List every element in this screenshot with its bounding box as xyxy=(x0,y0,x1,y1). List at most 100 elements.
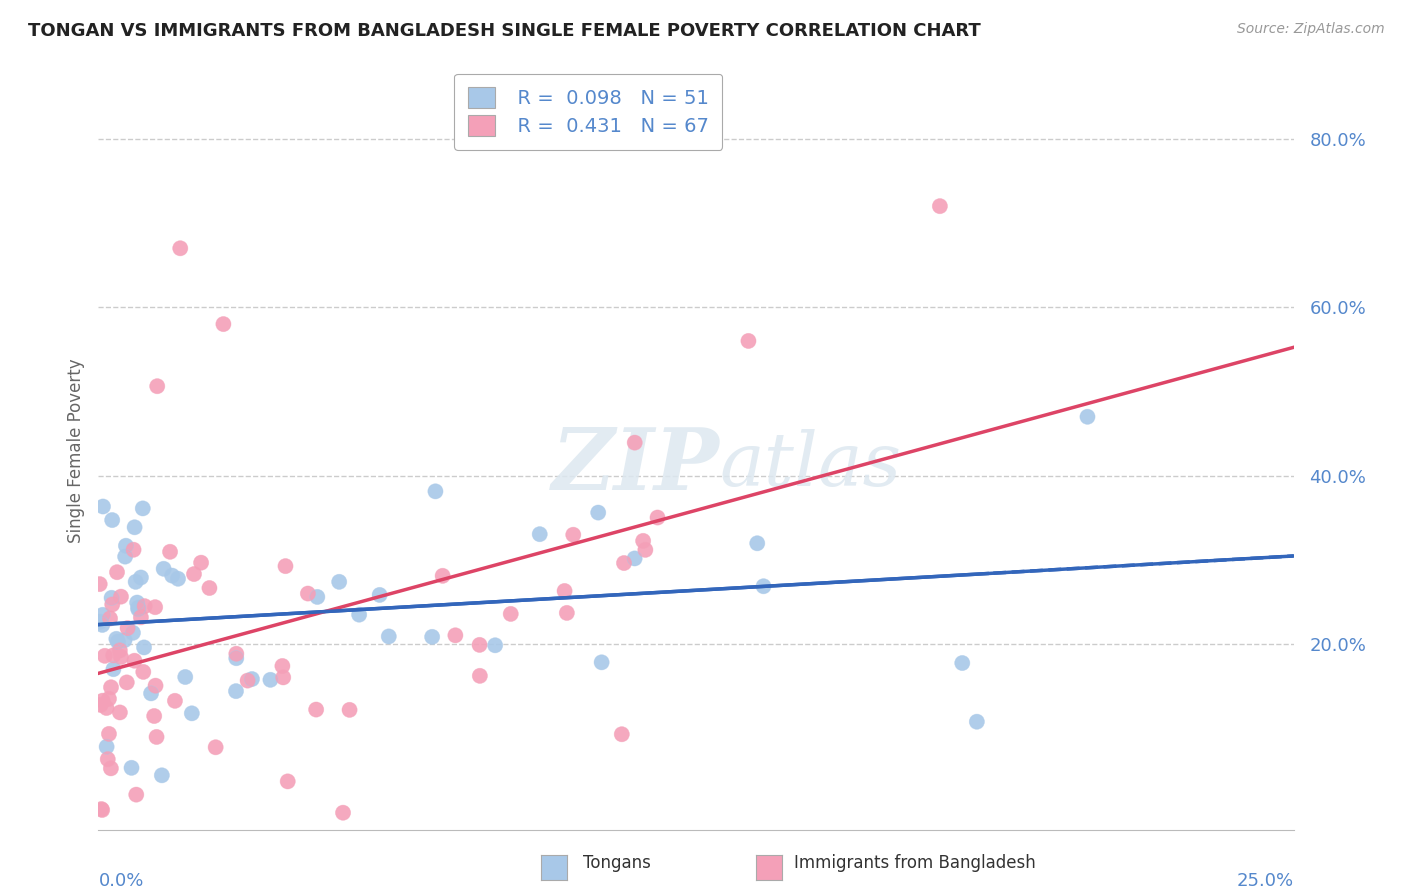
Point xyxy=(484,638,506,652)
Point xyxy=(634,542,657,557)
Point xyxy=(562,527,585,541)
Point xyxy=(122,542,145,557)
Text: TONGAN VS IMMIGRANTS FROM BANGLADESH SINGLE FEMALE POVERTY CORRELATION CHART: TONGAN VS IMMIGRANTS FROM BANGLADESH SIN… xyxy=(28,22,981,40)
Point xyxy=(347,607,370,622)
Point xyxy=(91,618,114,632)
Point xyxy=(610,727,633,741)
Point xyxy=(134,599,156,614)
Point xyxy=(468,669,491,683)
Point xyxy=(562,527,585,541)
Point xyxy=(198,581,221,595)
Point xyxy=(347,607,370,622)
Point xyxy=(91,694,114,708)
Point xyxy=(97,727,120,741)
Point xyxy=(100,680,122,694)
Point xyxy=(225,684,247,698)
Point xyxy=(212,317,235,331)
Point xyxy=(124,574,146,589)
Text: 25.0%: 25.0% xyxy=(1236,871,1294,889)
Point xyxy=(129,570,152,584)
Point xyxy=(752,579,775,593)
Point xyxy=(129,610,152,624)
Point xyxy=(89,615,111,629)
Point xyxy=(139,686,162,700)
Text: ZIP: ZIP xyxy=(553,424,720,508)
Point xyxy=(103,648,125,663)
Point xyxy=(115,675,138,690)
Point xyxy=(115,675,138,690)
Point xyxy=(212,317,235,331)
Point xyxy=(950,656,973,670)
Point xyxy=(127,596,149,610)
Point xyxy=(132,665,155,679)
Point xyxy=(420,630,443,644)
Point xyxy=(183,567,205,582)
Point xyxy=(928,199,950,213)
Point xyxy=(277,774,299,789)
Point xyxy=(115,539,138,553)
Point xyxy=(305,702,328,716)
Point xyxy=(180,706,202,721)
Point xyxy=(108,643,131,657)
Point xyxy=(101,598,124,612)
Point xyxy=(623,435,645,450)
Point xyxy=(107,634,129,648)
Point xyxy=(146,379,169,393)
Point xyxy=(91,607,114,622)
Point xyxy=(96,701,118,715)
Point xyxy=(145,679,167,693)
Point xyxy=(586,506,609,520)
Point xyxy=(499,607,522,621)
Point xyxy=(174,670,197,684)
Point xyxy=(152,562,174,576)
Point xyxy=(101,598,124,612)
Point xyxy=(198,581,221,595)
Point xyxy=(297,586,319,600)
Point xyxy=(124,654,146,668)
Point xyxy=(274,559,297,574)
Point xyxy=(90,802,112,816)
Point xyxy=(425,484,447,499)
Point xyxy=(122,625,145,640)
Point xyxy=(332,805,354,820)
Point xyxy=(623,551,645,566)
Point xyxy=(259,673,281,687)
Point xyxy=(108,706,131,720)
Point xyxy=(117,621,139,635)
Point xyxy=(101,513,124,527)
Point xyxy=(554,584,576,599)
Point xyxy=(96,739,118,754)
Point xyxy=(94,648,117,663)
Point xyxy=(159,545,181,559)
Text: Source: ZipAtlas.com: Source: ZipAtlas.com xyxy=(1237,22,1385,37)
Point xyxy=(225,684,247,698)
Point xyxy=(271,659,294,673)
Point xyxy=(122,542,145,557)
Point xyxy=(1076,409,1098,424)
Point xyxy=(152,562,174,576)
Point xyxy=(647,510,669,524)
Point xyxy=(108,706,131,720)
Point xyxy=(103,662,125,676)
Point xyxy=(271,659,294,673)
Point xyxy=(737,334,759,348)
Point xyxy=(613,556,636,570)
Point xyxy=(747,536,769,550)
Point xyxy=(110,590,132,604)
Point xyxy=(160,568,183,582)
Point xyxy=(90,698,112,712)
Point xyxy=(555,606,578,620)
Point xyxy=(274,559,297,574)
Point xyxy=(174,670,197,684)
Text: 0.0%: 0.0% xyxy=(98,871,143,889)
Point xyxy=(180,706,202,721)
Point xyxy=(737,334,759,348)
Point xyxy=(114,549,136,564)
Point xyxy=(108,643,131,657)
Point xyxy=(610,727,633,741)
Point xyxy=(96,739,118,754)
Point xyxy=(129,610,152,624)
Point xyxy=(368,588,391,602)
Point xyxy=(271,670,294,684)
Point xyxy=(90,802,112,816)
